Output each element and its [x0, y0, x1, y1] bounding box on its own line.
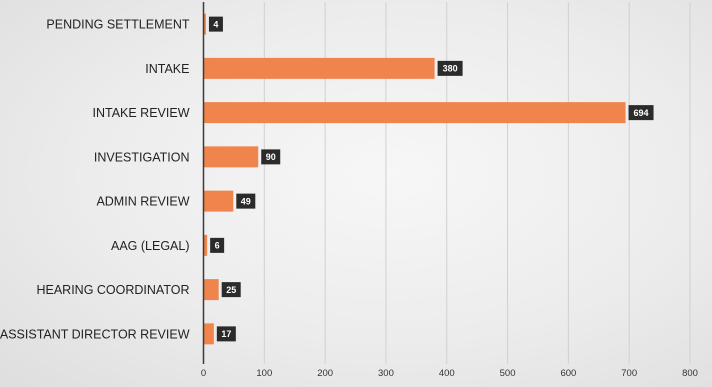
data-label: 17 [221, 329, 231, 339]
x-tick-label: 500 [500, 368, 516, 379]
x-tick-labels: 0 100 200 300 400 500 600 700 800 [201, 368, 698, 379]
category-label: HEARING COORDINATOR [36, 283, 189, 297]
x-tick-label: 700 [621, 368, 637, 379]
x-tick-label: 100 [256, 368, 272, 379]
data-label-box [437, 60, 463, 76]
x-tick-label: 300 [378, 368, 394, 379]
x-tick-label: 800 [682, 368, 698, 379]
category-label: ASSISTANT DIRECTOR REVIEW [0, 327, 190, 341]
data-label: 6 [215, 241, 220, 251]
data-label-box [236, 193, 256, 209]
category-label: PENDING SETTLEMENT [46, 18, 189, 32]
bar [203, 13, 206, 35]
data-label: 90 [266, 152, 276, 162]
data-label-box [261, 149, 281, 165]
category-label: INTAKE REVIEW [92, 106, 189, 120]
data-label: 25 [226, 285, 236, 295]
data-label: 380 [443, 64, 458, 74]
data-labels: 4 380 694 90 49 6 25 17 [208, 16, 654, 342]
bar [203, 190, 234, 212]
x-tick-label: 600 [560, 368, 576, 379]
bar [203, 146, 259, 168]
category-label: AAG (LEGAL) [111, 239, 190, 253]
data-label-box [210, 237, 225, 253]
bar [203, 57, 435, 79]
data-label-box [216, 326, 236, 342]
data-label-box [208, 16, 223, 32]
bar [203, 279, 219, 301]
gridlines [263, 2, 691, 364]
data-label: 694 [634, 108, 649, 118]
data-label: 4 [213, 19, 218, 29]
bar [203, 234, 208, 256]
bar [203, 102, 626, 124]
data-label-box [628, 105, 654, 121]
data-label-box [221, 282, 241, 298]
x-tick-label: 0 [201, 368, 206, 379]
x-tick-label: 200 [317, 368, 333, 379]
data-label: 49 [241, 196, 251, 206]
bar [203, 323, 214, 345]
category-label: INTAKE [145, 62, 189, 76]
bars [203, 13, 626, 345]
x-tick-label: 400 [439, 368, 455, 379]
category-labels: PENDING SETTLEMENT INTAKE INTAKE REVIEW INV… [0, 18, 190, 342]
category-label: ADMIN REVIEW [96, 195, 189, 209]
category-label: INVESTIGATION [94, 150, 190, 164]
